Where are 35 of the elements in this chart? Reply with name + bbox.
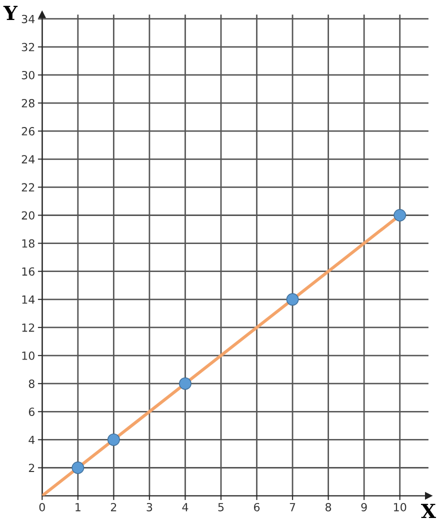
x-tick-label: 10 — [394, 502, 406, 512]
y-tick-label: 20 — [22, 211, 34, 220]
x-tick-label: 1 — [76, 503, 80, 512]
x-tick-label: 4 — [182, 503, 188, 512]
x-tick-label: 5 — [218, 503, 224, 512]
y-tick-label: 8 — [28, 380, 34, 388]
y-tick-label: 28 — [22, 98, 34, 108]
y-tick-label: 16 — [22, 267, 34, 276]
point — [286, 293, 299, 306]
y-tick-label: 18 — [22, 239, 34, 248]
point — [394, 209, 406, 222]
x-tick-label: 0 — [39, 502, 45, 512]
point — [178, 377, 192, 390]
y-tick-label: 26 — [22, 127, 34, 136]
point — [107, 433, 120, 446]
y-tick-label: 30 — [22, 70, 34, 80]
x-tick-label: 7 — [290, 503, 296, 512]
y-tick-label: 24 — [22, 155, 35, 164]
y-tick-label: 10 — [22, 352, 34, 360]
y-tick-label: 34 — [22, 14, 35, 24]
x-tick-label: 6 — [254, 502, 260, 512]
x-tick-label: 2 — [110, 502, 116, 512]
y-tick-label: 12 — [22, 323, 34, 332]
y-tick-label: 6 — [28, 408, 34, 416]
y-tick-label: 22 — [22, 183, 34, 192]
y-tick-label: 4 — [28, 436, 35, 444]
y-tick-label: 32 — [22, 42, 34, 52]
x-tick-label: 9 — [361, 502, 367, 512]
y-tick-label: 14 — [22, 296, 35, 304]
y-axis-title: Y — [3, 6, 18, 20]
point — [72, 462, 84, 474]
x-axis-title: X — [421, 504, 436, 518]
x-tick-label: 8 — [326, 502, 332, 512]
x-tick-label: 3 — [146, 502, 152, 512]
y-tick-label: 2 — [28, 464, 34, 472]
